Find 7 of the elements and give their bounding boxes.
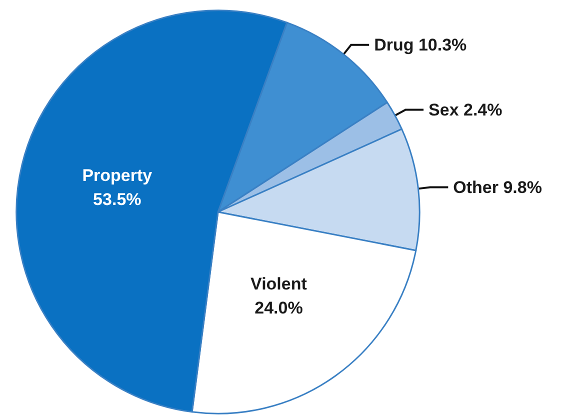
slice-label: Property — [82, 166, 153, 185]
slice-label: Sex 2.4% — [428, 100, 502, 120]
slice-label: Violent — [250, 274, 308, 294]
slice-label: Drug 10.3% — [374, 35, 467, 54]
data-label: 24.0% — [254, 298, 303, 318]
data-label: 53.5% — [93, 190, 142, 209]
slice-label: Other 9.8% — [453, 178, 542, 197]
